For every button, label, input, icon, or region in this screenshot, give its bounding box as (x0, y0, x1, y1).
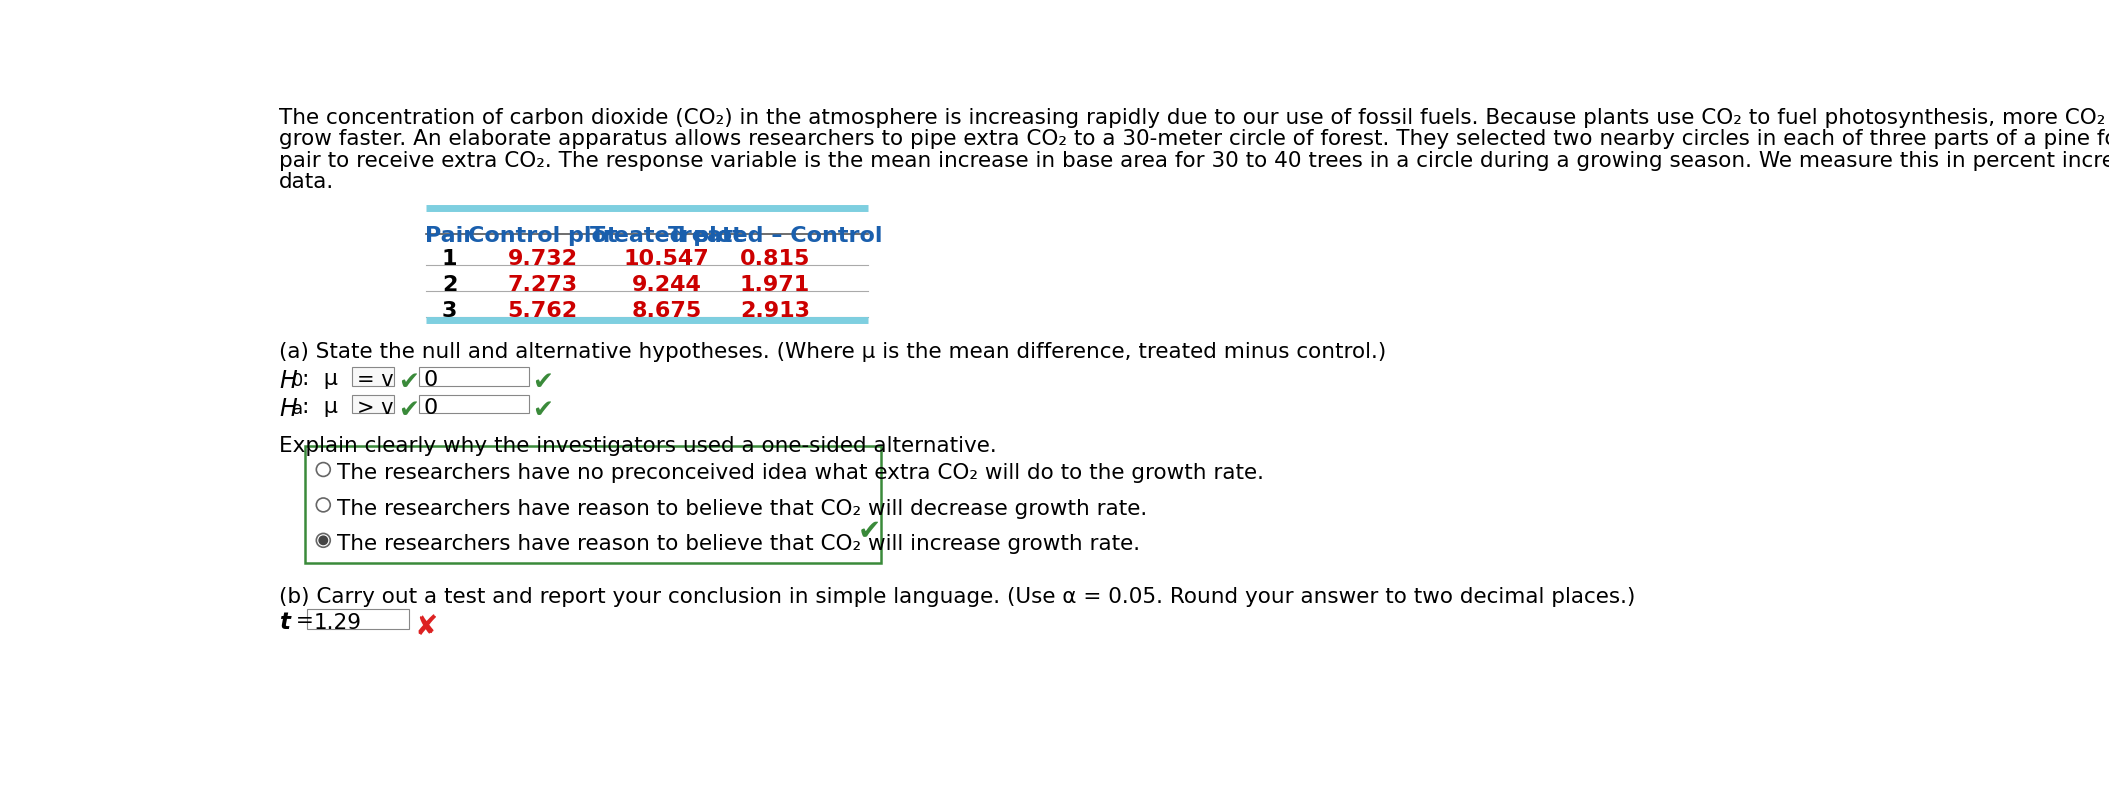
Text: Pair: Pair (426, 226, 475, 246)
Text: Control plot: Control plot (468, 226, 618, 246)
FancyBboxPatch shape (352, 395, 394, 414)
Text: 2.913: 2.913 (740, 301, 810, 321)
Text: H: H (278, 397, 297, 421)
Text: ✔: ✔ (399, 370, 420, 394)
Text: (a) State the null and alternative hypotheses. (Where μ is the mean difference, : (a) State the null and alternative hypot… (278, 341, 1386, 362)
Text: =: = (289, 611, 314, 631)
Text: > v: > v (356, 398, 392, 418)
Text: ✔: ✔ (534, 398, 553, 422)
FancyBboxPatch shape (352, 367, 394, 386)
Text: 2: 2 (443, 275, 458, 295)
Text: 0.815: 0.815 (740, 249, 810, 268)
Text: 8.675: 8.675 (631, 301, 702, 321)
Text: 3: 3 (443, 301, 458, 321)
Text: 9.732: 9.732 (508, 249, 578, 268)
Text: H: H (278, 369, 297, 393)
FancyBboxPatch shape (308, 609, 409, 629)
Text: 0: 0 (291, 372, 304, 391)
Text: 1: 1 (443, 249, 458, 268)
Text: ✔: ✔ (399, 398, 420, 422)
Text: ✘: ✘ (415, 613, 439, 641)
Text: pair to receive extra CO₂. The response variable is the mean increase in base ar: pair to receive extra CO₂. The response … (278, 151, 2109, 171)
Text: 7.273: 7.273 (508, 275, 578, 295)
Text: t: t (278, 611, 291, 634)
Text: 0: 0 (424, 398, 437, 418)
FancyBboxPatch shape (418, 395, 529, 414)
Text: 1.29: 1.29 (314, 613, 363, 633)
Text: (b) Carry out a test and report your conclusion in simple language. (Use α = 0.0: (b) Carry out a test and report your con… (278, 587, 1634, 607)
Text: The researchers have no preconceived idea what extra CO₂ will do to the growth r: The researchers have no preconceived ide… (337, 464, 1263, 484)
Text: :  μ: : μ (302, 397, 337, 417)
Text: The researchers have reason to believe that CO₂ will decrease growth rate.: The researchers have reason to believe t… (337, 499, 1147, 518)
Text: 9.244: 9.244 (633, 275, 702, 295)
FancyBboxPatch shape (304, 446, 882, 564)
Text: 1.971: 1.971 (740, 275, 810, 295)
Text: The concentration of carbon dioxide (CO₂) in the atmosphere is increasing rapidl: The concentration of carbon dioxide (CO₂… (278, 108, 2109, 128)
FancyBboxPatch shape (418, 367, 529, 386)
Text: Treated – Control: Treated – Control (669, 226, 882, 246)
Circle shape (318, 536, 327, 545)
Text: 5.762: 5.762 (508, 301, 578, 321)
Text: Explain clearly why the investigators used a one-sided alternative.: Explain clearly why the investigators us… (278, 436, 998, 456)
Text: = v: = v (356, 370, 392, 390)
Text: 10.547: 10.547 (624, 249, 709, 268)
Text: 0: 0 (424, 370, 437, 390)
Text: grow faster. An elaborate apparatus allows researchers to pipe extra CO₂ to a 30: grow faster. An elaborate apparatus allo… (278, 129, 2109, 149)
Text: data.: data. (278, 172, 335, 192)
Text: a: a (291, 400, 304, 418)
Text: ✔: ✔ (534, 370, 553, 394)
Text: The researchers have reason to believe that CO₂ will increase growth rate.: The researchers have reason to believe t… (337, 534, 1141, 554)
Text: :  μ: : μ (302, 369, 337, 389)
Text: ✔: ✔ (858, 517, 882, 545)
Text: Treated plot: Treated plot (591, 226, 742, 246)
